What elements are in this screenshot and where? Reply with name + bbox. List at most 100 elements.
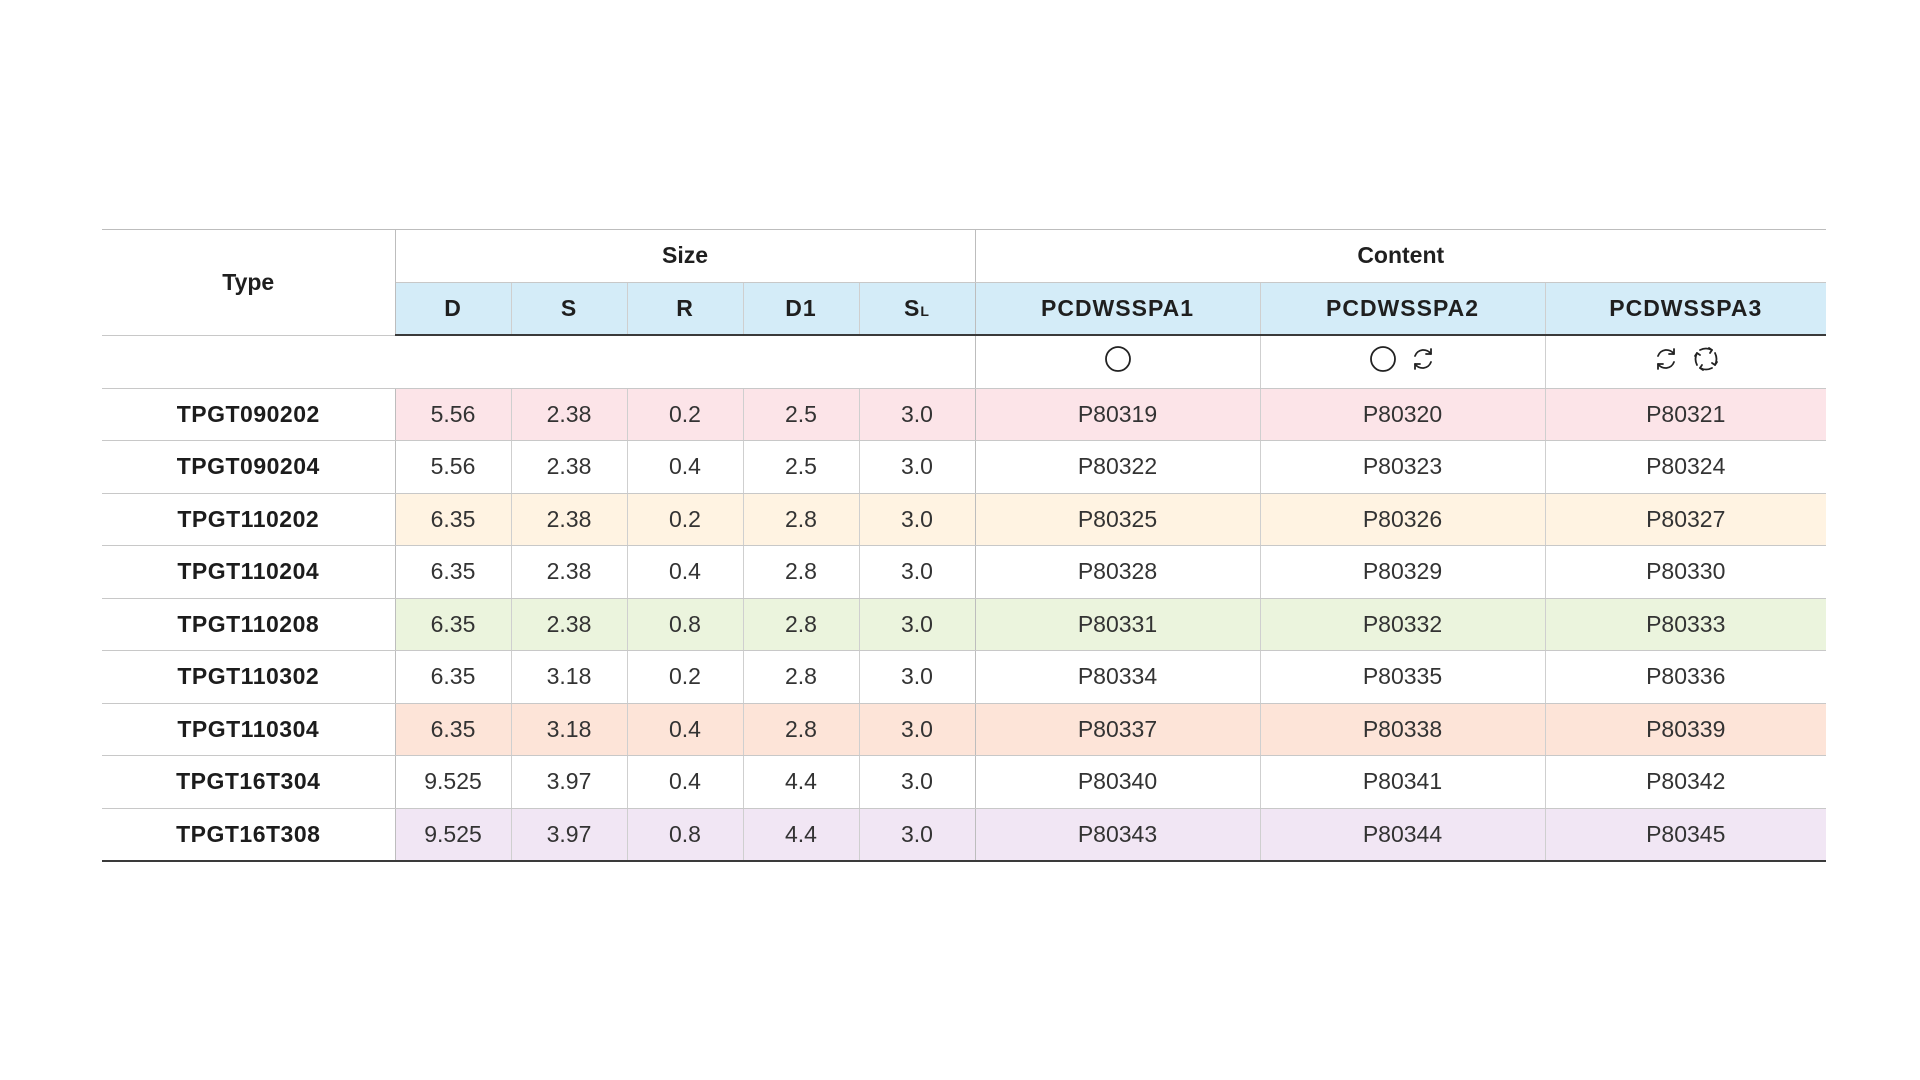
cell-r: 0.4 (627, 755, 744, 809)
cell-pcdwsspa2: P80344 (1260, 808, 1546, 862)
table-row: TPGT110204 6.35 2.38 0.4 2.8 3.0 P80328 P80329 P… (102, 545, 1826, 599)
cell-pcdwsspa3: P80345 (1545, 808, 1826, 862)
cell-sl: 3.0 (859, 703, 976, 756)
cell-type: TPGT110304 (102, 703, 396, 756)
cell-type: TPGT110208 (102, 598, 396, 651)
table-row: TPGT110302 6.35 3.18 0.2 2.8 3.0 P80334 P80335 P… (102, 650, 1826, 704)
header-row-columns: D S R D1 SL PCDWSSPA1 PCDWSSPA2 PCDWSSPA… (102, 282, 1826, 336)
cell-sl: 3.0 (859, 388, 976, 441)
cell-pcdwsspa2: P80335 (1260, 650, 1546, 704)
content-group-header: Content (975, 229, 1826, 283)
cell-d: 9.525 (395, 808, 512, 862)
col-header-pcdwsspa2: PCDWSSPA2 (1260, 282, 1546, 336)
col-header-sl-main: S (904, 294, 921, 321)
header-row-groups: Type Size Content (102, 229, 1826, 336)
table-row: TPGT16T308 9.525 3.97 0.8 4.4 3.0 P80343 P80344… (102, 808, 1826, 862)
col-header-s: S (511, 282, 628, 336)
cell-r: 0.2 (627, 388, 744, 441)
cell-type: TPGT110202 (102, 493, 396, 546)
cell-s: 3.97 (511, 808, 628, 862)
cell-type: TPGT110302 (102, 650, 396, 704)
cell-sl: 3.0 (859, 545, 976, 599)
table-row: TPGT110202 6.35 2.38 0.2 2.8 3.0 P80325 P80326 P… (102, 493, 1826, 546)
cell-pcdwsspa3: P80336 (1545, 650, 1826, 704)
table-row: TPGT090202 5.56 2.38 0.2 2.5 3.0 P80319 P80320 P… (102, 388, 1826, 441)
cell-s: 2.38 (511, 545, 628, 599)
cell-r: 0.8 (627, 598, 744, 651)
cell-pcdwsspa3: P80330 (1545, 545, 1826, 599)
cell-sl: 3.0 (859, 808, 976, 862)
cell-d1: 4.4 (743, 755, 860, 809)
cell-d1: 2.8 (743, 493, 860, 546)
icon-cell-1 (975, 335, 1261, 389)
cell-pcdwsspa1: P80331 (975, 598, 1261, 651)
spec-table: Type Size Content D S R D1 SL PCDWSSPA1 … (102, 229, 1826, 862)
icon-cell-2 (1260, 335, 1546, 389)
cell-pcdwsspa3: P80342 (1545, 755, 1826, 809)
col-header-pcdwsspa1: PCDWSSPA1 (975, 282, 1261, 336)
cell-pcdwsspa3: P80324 (1545, 440, 1826, 494)
rotate-2-icon (1409, 345, 1437, 373)
cell-d1: 2.5 (743, 388, 860, 441)
cell-pcdwsspa2: P80332 (1260, 598, 1546, 651)
cell-s: 2.38 (511, 388, 628, 441)
cell-d: 9.525 (395, 755, 512, 809)
cell-pcdwsspa2: P80338 (1260, 703, 1546, 756)
col-header-sl-sub: L (920, 302, 930, 319)
cell-s: 2.38 (511, 493, 628, 546)
cell-d: 6.35 (395, 493, 512, 546)
cell-pcdwsspa1: P80343 (975, 808, 1261, 862)
cell-type: TPGT090204 (102, 440, 396, 494)
cell-r: 0.4 (627, 545, 744, 599)
cell-d1: 2.8 (743, 598, 860, 651)
table-body: TPGT090202 5.56 2.38 0.2 2.5 3.0 P80319 P80320 P… (102, 335, 1826, 862)
cell-r: 0.2 (627, 493, 744, 546)
rotate-4-icon (1692, 345, 1720, 373)
cell-s: 2.38 (511, 440, 628, 494)
col-header-r: R (627, 282, 744, 336)
cell-pcdwsspa1: P80340 (975, 755, 1261, 809)
cell-pcdwsspa1: P80319 (975, 388, 1261, 441)
cell-d1: 4.4 (743, 808, 860, 862)
icon-row (102, 335, 1826, 389)
table-row: TPGT090204 5.56 2.38 0.4 2.5 3.0 P80322 P80323 P… (102, 440, 1826, 494)
cell-pcdwsspa2: P80323 (1260, 440, 1546, 494)
col-header-pcdwsspa3: PCDWSSPA3 (1545, 282, 1826, 336)
cell-pcdwsspa3: P80327 (1545, 493, 1826, 546)
cell-type: TPGT090202 (102, 388, 396, 441)
cell-d1: 2.5 (743, 440, 860, 494)
cell-d1: 2.8 (743, 703, 860, 756)
rotate-2-icon (1652, 345, 1680, 373)
cell-r: 0.8 (627, 808, 744, 862)
cell-sl: 3.0 (859, 598, 976, 651)
cell-s: 2.38 (511, 598, 628, 651)
cell-d: 6.35 (395, 650, 512, 704)
cell-d: 5.56 (395, 388, 512, 441)
cell-sl: 3.0 (859, 755, 976, 809)
col-header-sl: SL (859, 282, 976, 336)
cell-sl: 3.0 (859, 650, 976, 704)
cell-s: 3.18 (511, 703, 628, 756)
col-header-d: D (395, 282, 512, 336)
cell-r: 0.4 (627, 440, 744, 494)
cell-d: 6.35 (395, 703, 512, 756)
cell-d1: 2.8 (743, 545, 860, 599)
size-group-header: Size (395, 229, 976, 283)
cell-type: TPGT110204 (102, 545, 396, 599)
cell-pcdwsspa3: P80333 (1545, 598, 1826, 651)
table-row: TPGT110208 6.35 2.38 0.8 2.8 3.0 P80331 P80332 P… (102, 598, 1826, 651)
cell-pcdwsspa2: P80341 (1260, 755, 1546, 809)
cell-pcdwsspa3: P80339 (1545, 703, 1826, 756)
cell-d: 6.35 (395, 598, 512, 651)
cell-pcdwsspa2: P80320 (1260, 388, 1546, 441)
cell-d: 6.35 (395, 545, 512, 599)
cell-pcdwsspa1: P80328 (975, 545, 1261, 599)
cell-pcdwsspa3: P80321 (1545, 388, 1826, 441)
cell-r: 0.4 (627, 703, 744, 756)
table-row: TPGT110304 6.35 3.18 0.4 2.8 3.0 P80337 P80338 P… (102, 703, 1826, 756)
cell-pcdwsspa1: P80334 (975, 650, 1261, 704)
cell-sl: 3.0 (859, 440, 976, 494)
icon-cell-3 (1545, 335, 1826, 389)
cell-d1: 2.8 (743, 650, 860, 704)
